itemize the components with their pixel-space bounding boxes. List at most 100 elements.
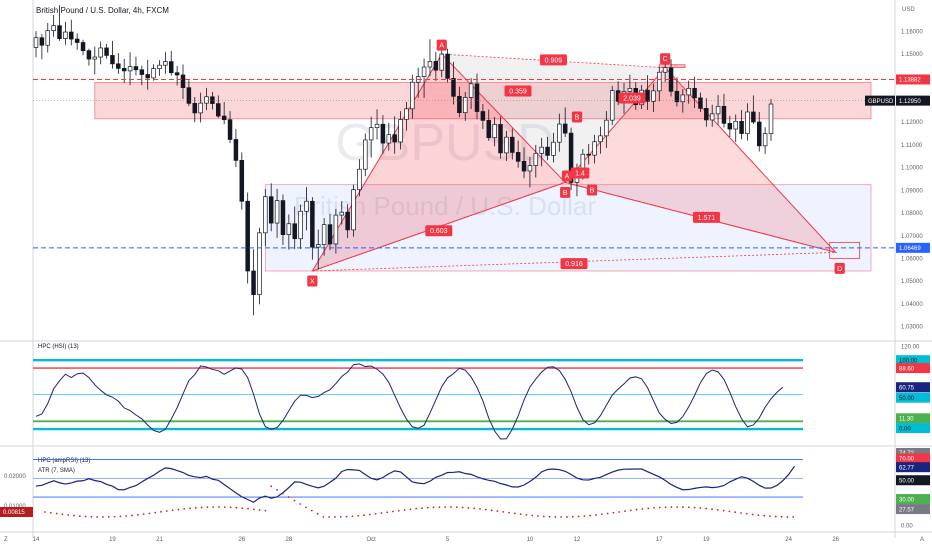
atr-dot <box>658 506 661 509</box>
amp-badge-upper: 70.00 <box>899 457 915 463</box>
atr-dot <box>229 506 232 509</box>
atr-dot <box>61 513 64 516</box>
candle-body <box>33 37 39 48</box>
price-tick-label: 1.12000 <box>901 120 923 126</box>
atr-dot <box>473 507 476 510</box>
amp-badge-mid-bg <box>896 475 930 486</box>
atr-dot <box>571 515 574 518</box>
price-tick-label: 1.06000 <box>901 257 923 263</box>
atr-tick-label: 0.02000 <box>4 474 26 480</box>
candle-body <box>192 103 198 114</box>
ratio-bc: 2.039 <box>623 95 641 102</box>
atr-dot <box>334 516 336 518</box>
inner-label-b-bg <box>571 111 583 123</box>
candle-body <box>274 200 280 224</box>
candle-body <box>233 139 239 161</box>
point-d-label-bg <box>834 262 845 274</box>
time-tick-label: 26 <box>832 537 839 543</box>
candle-body <box>686 88 691 96</box>
candle-body <box>745 111 750 134</box>
candle-body <box>592 141 597 156</box>
ratio-xb-bg <box>425 225 453 237</box>
atr-dot <box>641 508 644 510</box>
candle-body <box>474 83 480 112</box>
ratio-line-ac <box>441 53 666 69</box>
candle-body <box>439 53 444 71</box>
atr-dot <box>276 489 278 491</box>
candle-body <box>74 38 80 43</box>
candle-body <box>51 25 56 32</box>
atr-dot <box>728 510 731 513</box>
candle-body <box>245 200 250 272</box>
candle-body <box>251 270 256 295</box>
candle-body <box>545 146 550 156</box>
atr-dot <box>322 515 325 518</box>
candle-body <box>86 50 92 60</box>
red-line-price: 1.13882 <box>899 78 921 84</box>
d-target-box <box>829 241 861 259</box>
candle-body <box>180 74 186 89</box>
candle-body <box>468 83 474 98</box>
atr-dot <box>148 512 151 515</box>
atr-dot <box>624 510 626 513</box>
point-x-label-bg <box>307 275 318 287</box>
atr-dot <box>432 506 435 509</box>
point-x-label: X <box>310 278 315 285</box>
atr-dot <box>699 507 702 509</box>
candle-body <box>698 97 703 109</box>
candle-body <box>427 60 433 68</box>
ratio-line-bd <box>565 182 836 253</box>
atr-dot <box>119 515 122 518</box>
time-tick-label: 28 <box>285 537 292 543</box>
ratio-ab: 0.359 <box>509 88 527 95</box>
atr-dot <box>757 514 760 517</box>
hsi-badge-top: 100.00 <box>899 358 918 364</box>
atr-dot <box>525 513 528 516</box>
candle-body <box>104 47 109 56</box>
atr-dot <box>444 506 447 508</box>
candle-body <box>116 63 121 69</box>
hsi-tick-label: 120.00 <box>901 344 920 350</box>
atr-dot <box>113 515 116 518</box>
point-a-label-bg <box>436 39 447 51</box>
time-tick-label: 5 <box>446 537 450 543</box>
atr-dot <box>566 516 568 518</box>
atr-dot <box>183 508 186 510</box>
time-tick-label: 26 <box>238 537 245 543</box>
amp-badge-mid: 50.00 <box>899 478 915 484</box>
atr-dot <box>786 516 789 518</box>
candle-body <box>657 71 662 92</box>
candle-body <box>345 211 350 231</box>
axis-corner-right: A <box>920 537 924 543</box>
atr-dot <box>136 513 139 516</box>
candle-body <box>39 37 45 46</box>
ratio-ac-bg <box>539 54 567 66</box>
atr-dot <box>125 515 128 517</box>
amp-badge-low2-bg <box>896 504 930 515</box>
atr-dot <box>774 515 777 518</box>
symbol-badge-bg <box>865 95 895 106</box>
blue-zone <box>264 184 872 272</box>
atr-dot <box>397 509 400 512</box>
candle-body <box>298 210 303 240</box>
atr-dot <box>606 512 609 515</box>
price-tick-label: 1.11000 <box>901 143 923 149</box>
candle-body <box>421 66 427 77</box>
price-tick-label: 1.15000 <box>901 52 923 58</box>
amp-badge-bottom: 0.00 <box>901 523 913 529</box>
candle-body <box>709 113 715 121</box>
candle-body <box>145 74 150 79</box>
atr-dot <box>426 506 429 509</box>
time-tick-label: 10 <box>527 537 534 543</box>
inner-label-ratio-bg <box>570 167 590 179</box>
inner-label-ratio: 1.4 <box>575 170 585 177</box>
candle-body <box>57 25 62 39</box>
amp-badge-lower-bg <box>896 494 930 505</box>
candle-body <box>69 31 74 40</box>
axis-currency: USD <box>902 7 915 13</box>
atr-dot <box>583 515 586 517</box>
candle-body <box>357 168 362 191</box>
atr-dot <box>171 509 174 512</box>
